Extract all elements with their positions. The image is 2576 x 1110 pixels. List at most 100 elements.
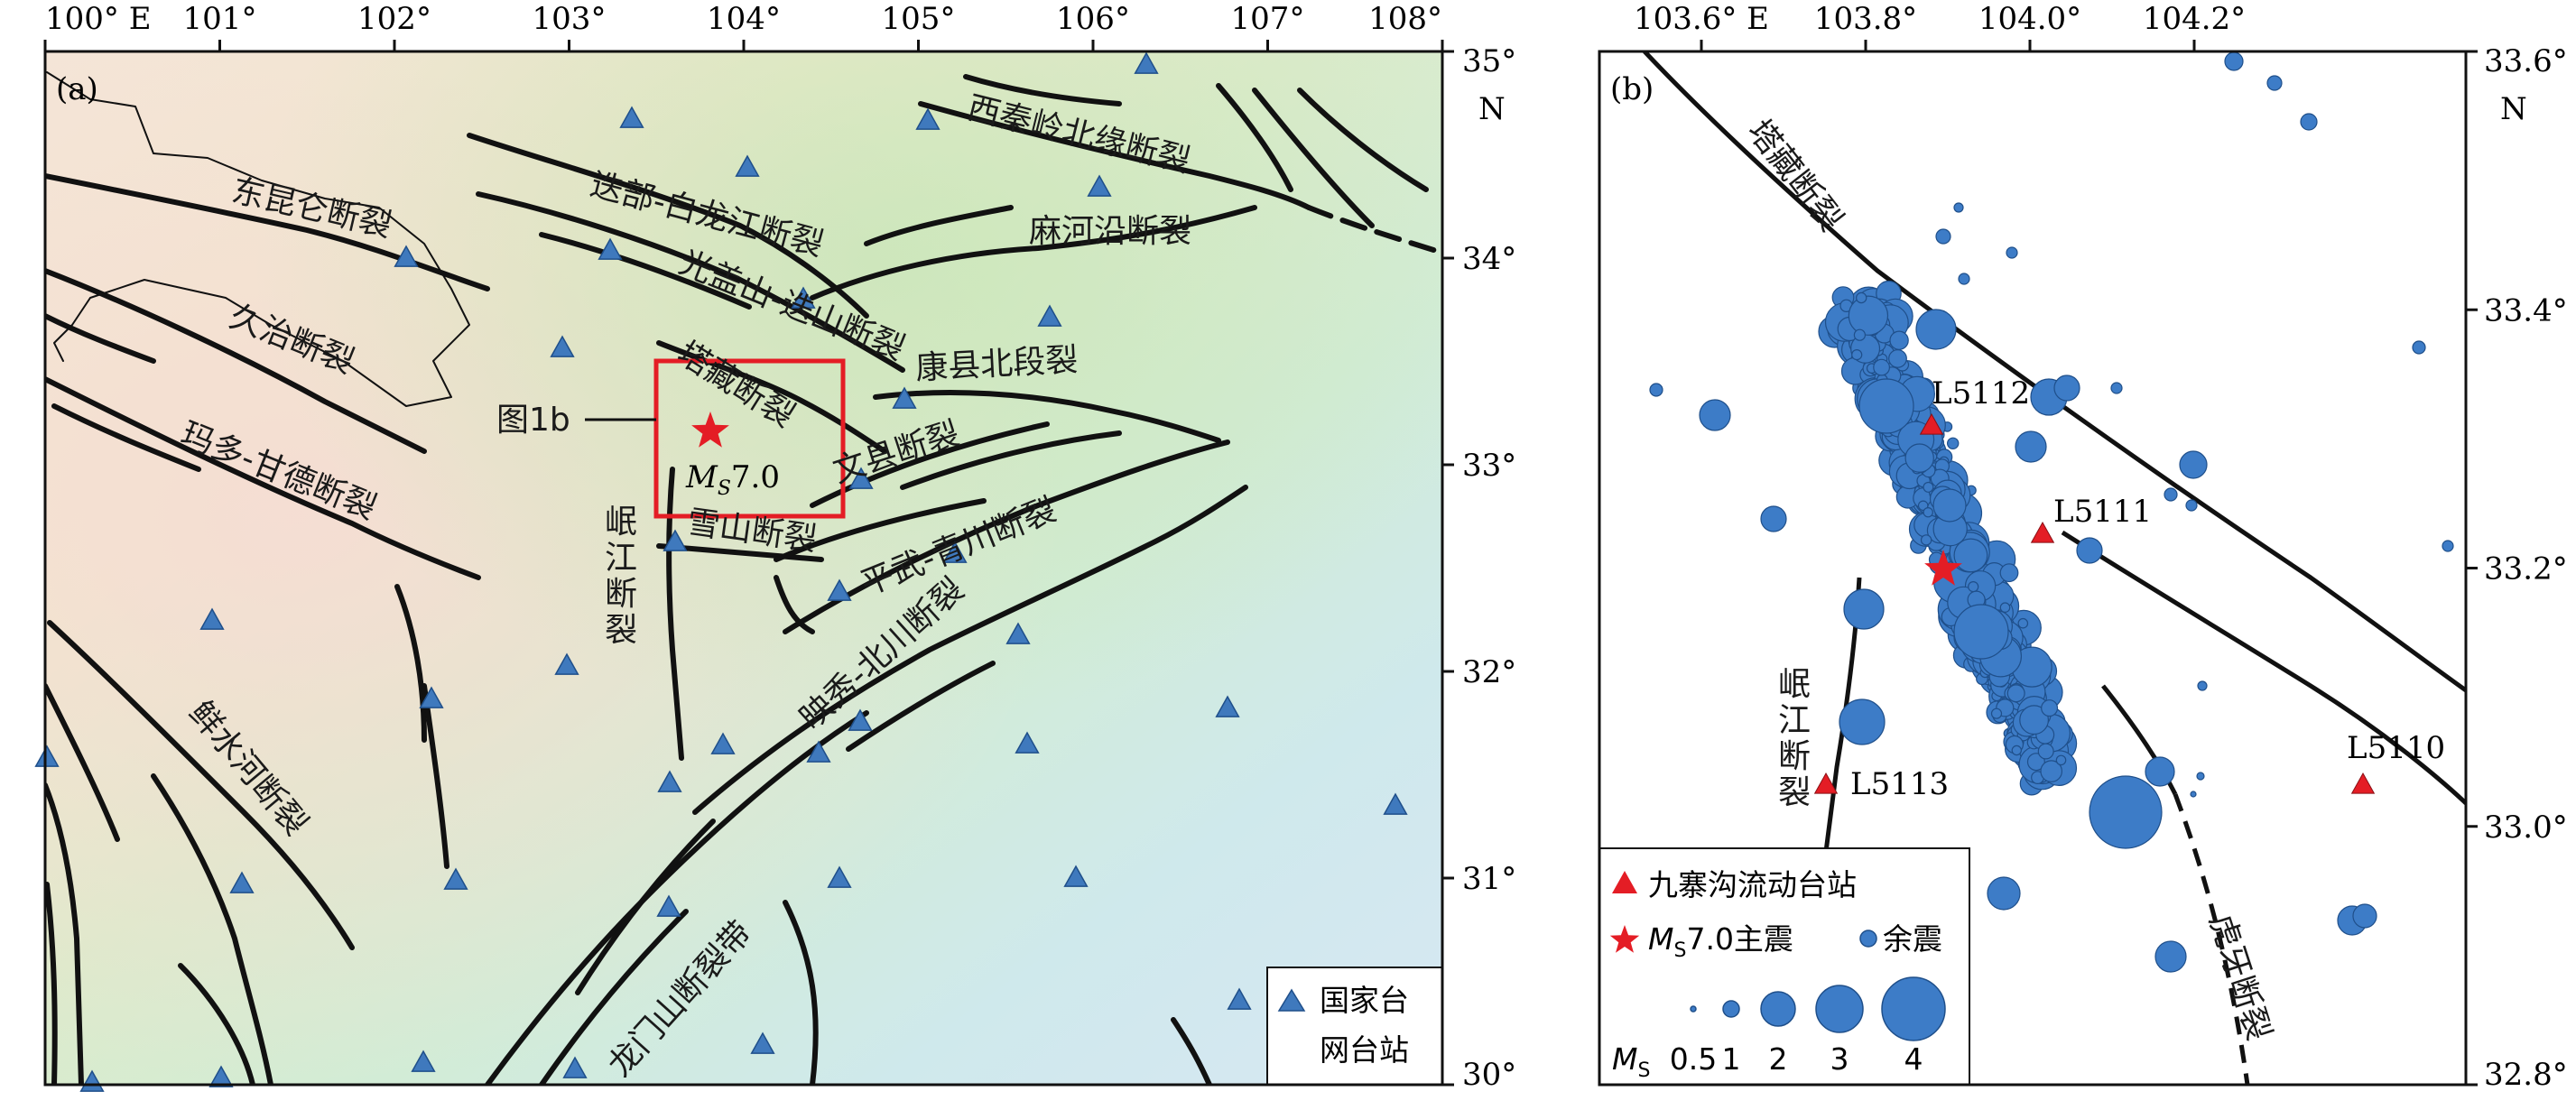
legend-b-mainshock-label: MS7.0主震: [1648, 921, 1793, 962]
national-station-triangle: [1037, 304, 1062, 327]
label-minjiang-a-1: 岷: [605, 504, 637, 541]
aftershock-circle: [2037, 743, 2054, 760]
legend-size-label: 0.5: [1670, 1041, 1717, 1077]
yingxiu-beichuan-2: [846, 661, 996, 752]
aftershock-circle: [1999, 602, 2011, 613]
station-label-L5110: L5110: [2347, 730, 2445, 766]
aftershock-circle: [1853, 328, 1866, 341]
lat-tick-label: 33.4°: [2484, 292, 2568, 328]
aftershock-circle: [2352, 903, 2377, 929]
west-qinling-north-fault: [918, 101, 1311, 210]
aftershock-circle: [2412, 340, 2426, 355]
aftershock-circle: [1968, 580, 1979, 593]
national-station-triangle: [806, 740, 831, 763]
legend-size-label: 1: [1722, 1041, 1741, 1077]
panel-a-label: (a): [56, 71, 98, 107]
station-label-L5113: L5113: [1850, 766, 1949, 802]
aftershock-circle: [1889, 330, 1909, 350]
lat-tick-label: 33°: [1462, 448, 1516, 484]
aftershock-circle: [2224, 51, 2244, 71]
aftershock-circle: [2041, 699, 2059, 717]
legend-size-label: 3: [1830, 1041, 1849, 1077]
label-minjiang-b-4: 裂: [1778, 774, 1811, 811]
northeast-fault-3: [1297, 88, 1429, 192]
aftershock-circle: [2197, 680, 2208, 691]
legend-size-circle: [1815, 985, 1864, 1033]
aftershock-circle: [1843, 588, 1885, 630]
national-station-triangle: [411, 1050, 436, 1072]
national-station-triangle: [848, 467, 874, 489]
kangxian-north-fault: [873, 390, 1221, 443]
aftershock-circle: [2076, 537, 2103, 564]
lat-tick-label: 32°: [1462, 654, 1516, 690]
national-station-triangle: [79, 1069, 105, 1092]
national-station-triangle: [1383, 792, 1408, 815]
western-fault-7: [178, 963, 255, 1085]
pingwu-qingchuan-fault: [783, 439, 1230, 634]
mainshock-label-a: MS7.0: [685, 459, 780, 500]
aftershock-circle: [2040, 760, 2062, 782]
aftershock-circle: [1851, 349, 1863, 361]
label-minjiang-a-4: 裂: [605, 612, 637, 649]
aftershock-circle: [1839, 698, 1886, 745]
aftershock-circle: [1953, 202, 1964, 213]
aftershock-circle: [1855, 291, 1867, 304]
panel-a-ticks: 100° E 101° 102° 103° 104° 105° 106° 107° 108° 35…: [43, 1, 1516, 1093]
aftershock-circle: [2053, 375, 2080, 402]
west-qinling-dashed: [1306, 205, 1442, 255]
panel-b-lat-unit: N: [2500, 91, 2527, 127]
panel-b-ticks: 103.6° E 103.8° 104.0° 104.2° 33.6° 33.4° 33.2…: [1634, 1, 2568, 1093]
legend-size-label: 4: [1904, 1041, 1923, 1077]
lon-tick-label: 104.2°: [2143, 1, 2246, 37]
national-station-triangle: [598, 237, 623, 260]
national-station-triangle: [735, 154, 760, 177]
lat-tick-label: 33.2°: [2484, 551, 2568, 587]
lon-tick-label: 103°: [533, 1, 607, 37]
label-minjiang-b-2: 江: [1778, 702, 1811, 739]
aftershock-circle: [2011, 745, 2022, 756]
national-station-triangle: [663, 529, 688, 551]
station-label-L5112: L5112: [1932, 375, 2030, 412]
legend-size-circle: [1881, 976, 1946, 1041]
national-station-triangle: [394, 245, 419, 267]
aftershock-circle: [1932, 488, 1967, 523]
aftershock-circle: [1920, 534, 1932, 546]
yingxiu-beichuan-fault: [692, 485, 1248, 815]
guanggaishan-diesan-fault: [476, 191, 905, 373]
aftershock-circle: [1935, 228, 1951, 245]
aftershock-circle: [1904, 443, 1934, 473]
national-station-triangle: [915, 107, 941, 130]
national-station-triangle: [562, 1056, 588, 1078]
national-station-triangle: [1005, 622, 1031, 644]
inset-label: 图1b: [496, 402, 570, 439]
national-station-triangle: [657, 770, 682, 792]
panel-a-legend: 国家台 网台站: [1266, 967, 1443, 1086]
aftershock-circle: [1848, 295, 1889, 336]
national-station-triangle: [229, 871, 255, 893]
legend-size-circle: [1722, 1000, 1740, 1018]
label-minjiang-a-3: 断: [605, 576, 637, 613]
pingwu-qingchuan-2: [774, 498, 987, 562]
aftershock-circle: [2442, 540, 2454, 552]
aftershock-circle: [1873, 358, 1891, 376]
mainshock-star-a: [691, 412, 729, 448]
aftershock-circle: [1888, 349, 1907, 368]
xianshuihe-fault: [47, 620, 355, 950]
aftershock-circle: [2164, 487, 2178, 502]
national-station-triangle: [34, 745, 60, 767]
aftershock-circle: [1946, 437, 1960, 449]
aftershock-circle: [2015, 430, 2047, 463]
wenxian-fault-2: [900, 430, 1122, 490]
aftershock-circle: [2300, 113, 2318, 131]
huya-fault-b-solid: [2101, 684, 2178, 796]
lon-tick-label: 101°: [183, 1, 257, 37]
aftershock-circle: [1858, 378, 1914, 434]
aftershock-circle: [1923, 481, 1934, 493]
national-station-triangle: [554, 652, 579, 675]
aftershock-circle: [2179, 450, 2208, 479]
lat-tick-label: 30°: [1462, 1057, 1516, 1093]
lon-tick-label: 108°: [1368, 1, 1442, 37]
lat-tick-label: 33.6°: [2484, 43, 2568, 79]
maduo-gande-fault: [45, 376, 481, 580]
